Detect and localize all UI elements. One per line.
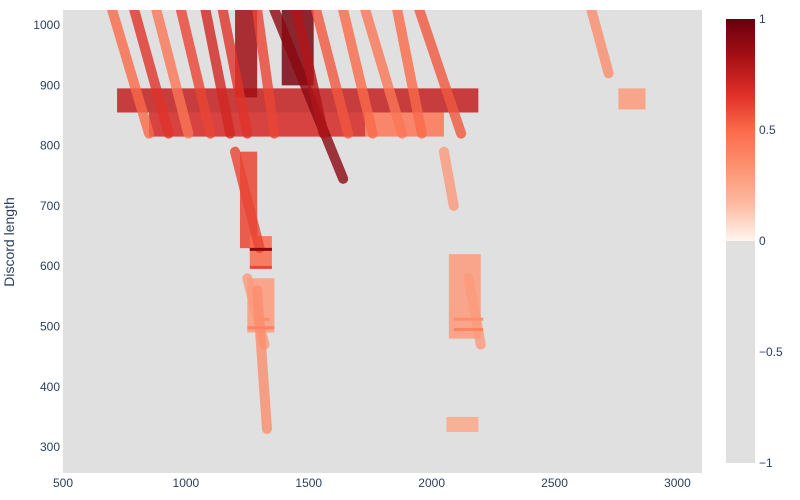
y-tick-label: 500 — [40, 320, 60, 334]
plot-background — [63, 10, 702, 473]
y-tick-label: 1000 — [33, 18, 60, 32]
heat-streak-14 — [230, 146, 265, 254]
heat-streak-10 — [338, 10, 378, 139]
x-tick-label: 3000 — [664, 476, 691, 490]
heat-streak-0 — [107, 10, 155, 139]
heat-streak-12 — [392, 10, 427, 139]
heat-region-0 — [117, 88, 479, 113]
y-tick-label: 400 — [40, 380, 60, 394]
y-tick-label: 600 — [40, 259, 60, 273]
x-tick-label: 2000 — [418, 476, 445, 490]
x-tick-label: 1500 — [295, 476, 322, 490]
x-tick-label: 500 — [53, 476, 73, 490]
colorbar-negative — [726, 241, 755, 463]
colorbar-tick-label: −0.5 — [759, 345, 783, 359]
y-axis-title: Discord length — [1, 197, 17, 287]
colorbar-positive — [726, 19, 755, 241]
x-tick-label: 1000 — [173, 476, 200, 490]
heat-streak-11 — [360, 10, 408, 139]
heat-streak-19 — [586, 10, 614, 79]
heat-streak-16 — [252, 285, 272, 434]
heatmap-cells — [107, 10, 646, 434]
colorbar-tick-label: 1 — [759, 12, 766, 26]
colorbar-tick-label: 0.5 — [759, 123, 776, 137]
heat-streak-7 — [269, 10, 349, 184]
heat-region-10 — [618, 88, 646, 110]
colorbar-tick-label: −1 — [759, 456, 773, 470]
y-tick-label: 800 — [40, 139, 60, 153]
heat-streak-17 — [438, 146, 459, 211]
heat-streak-2 — [151, 10, 194, 139]
heat-streak-4 — [200, 10, 236, 139]
x-tick-label: 2500 — [541, 476, 568, 490]
heat-streak-1 — [129, 10, 174, 139]
heat-streak-13 — [414, 10, 467, 139]
heat-streak-5 — [217, 10, 253, 139]
heat-streak-18 — [463, 273, 486, 350]
heat-streak-3 — [175, 10, 216, 139]
heat-streak-8 — [291, 10, 329, 139]
y-axis-ticks: 300 400 500 600 700 800 900 1000 — [33, 18, 60, 454]
heat-streak-6 — [252, 10, 280, 139]
colorbar-tick-label: 0 — [759, 234, 766, 248]
colorbar-ticks: −1 −0.5 0 0.5 1 — [759, 12, 783, 470]
y-tick-label: 900 — [40, 78, 60, 92]
x-axis-ticks: 500 1000 1500 2000 2500 3000 — [53, 476, 691, 490]
y-tick-label: 300 — [40, 440, 60, 454]
y-tick-label: 700 — [40, 199, 60, 213]
heat-region-9 — [446, 416, 479, 433]
heat-streak-9 — [311, 10, 354, 139]
